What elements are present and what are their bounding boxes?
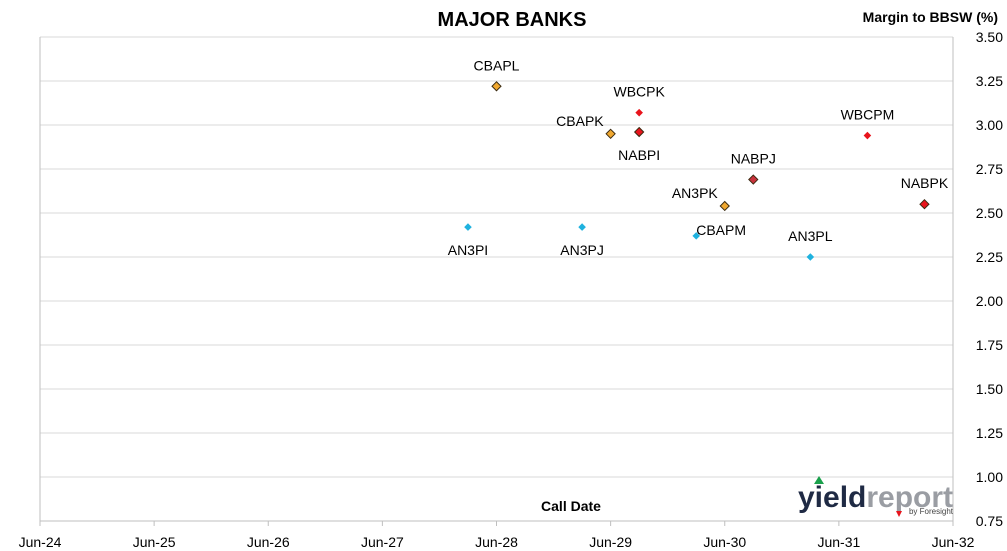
data-point-an3pj — [578, 223, 586, 231]
y-tick-label: 2.50 — [976, 205, 1003, 221]
y-tick-label: 2.00 — [976, 293, 1003, 309]
gridlines — [39, 36, 954, 522]
data-point-cbapl — [491, 81, 502, 92]
y-tick-label: 1.75 — [976, 337, 1003, 353]
x-tick-labels: Jun-24 Jun-25 Jun-26 Jun-27 Jun-28 Jun-29 Jun-… — [19, 521, 975, 550]
data-points — [464, 81, 930, 261]
x-tick-label: Jun-26 — [247, 534, 290, 550]
data-point-nabpk — [919, 198, 930, 210]
svg-text:yieldreport: yieldreport — [798, 481, 953, 514]
data-label-nabpk: NABPK — [901, 175, 949, 191]
data-label-wbcpk: WBCPK — [613, 84, 665, 100]
data-label-nabpj: NABPJ — [731, 151, 776, 167]
y-tick-labels: 3.50 3.25 3.00 2.75 2.50 2.25 2.00 1.75 1.50 1.25… — [976, 29, 1003, 529]
data-label-an3pj: AN3PJ — [560, 242, 604, 258]
data-point-nabpj — [748, 174, 759, 185]
data-label-cbapl: CBAPL — [474, 57, 520, 73]
x-tick-label: Jun-25 — [133, 534, 176, 550]
y-tick-label: 1.00 — [976, 469, 1003, 485]
data-point-an3pk — [719, 200, 730, 212]
y-tick-label: 1.50 — [976, 381, 1003, 397]
logo-text-light: report — [866, 481, 953, 514]
data-label-cbapm: CBAPM — [696, 222, 746, 238]
data-label-wbcpm: WBCPM — [841, 107, 895, 123]
y-tick-label: 2.75 — [976, 161, 1003, 177]
data-label-nabpi: NABPI — [618, 147, 660, 163]
y-tick-label: 0.75 — [976, 513, 1003, 529]
x-tick-label: Jun-28 — [475, 534, 518, 550]
data-labels: AN3PI AN3PJ CBAPL CBAPK WBCPK NABPI CBAPM AN3PK… — [448, 57, 949, 258]
y-tick-label: 3.00 — [976, 117, 1003, 133]
x-tick-label: Jun-24 — [19, 534, 62, 550]
x-tick-label: Jun-32 — [932, 534, 975, 550]
logo-subtitle: by Foresight — [909, 507, 954, 516]
y-tick-label: 3.25 — [976, 73, 1003, 89]
chart-title: MAJOR BANKS — [438, 9, 587, 31]
logo-down-arrow-icon — [896, 511, 902, 517]
x-tick-label: Jun-31 — [817, 534, 860, 550]
data-label-an3pk: AN3PK — [672, 185, 719, 201]
x-tick-label: Jun-27 — [361, 534, 404, 550]
yieldreport-logo: yieldreport by Foresight — [798, 476, 954, 517]
data-point-cbapm — [692, 232, 701, 240]
data-point-wbcpk — [635, 108, 643, 117]
y-axis-label: Margin to BBSW (%) — [863, 9, 998, 25]
x-axis-label: Call Date — [541, 498, 601, 514]
data-point-nabpi — [633, 126, 645, 138]
data-point-an3pi — [464, 223, 472, 231]
y-tick-label: 3.50 — [976, 29, 1003, 45]
data-point-wbcpm — [863, 131, 872, 140]
x-tick-label: Jun-29 — [589, 534, 632, 550]
logo-up-arrow-icon — [814, 476, 824, 484]
data-label-cbapk: CBAPK — [556, 113, 604, 129]
y-tick-label: 1.25 — [976, 425, 1003, 441]
data-point-an3pl — [806, 253, 815, 261]
x-tick-label: Jun-30 — [703, 534, 746, 550]
data-point-cbapk — [605, 128, 616, 140]
data-label-an3pl: AN3PL — [788, 228, 833, 244]
logo-text-dark: yield — [798, 481, 866, 514]
data-label-an3pi: AN3PI — [448, 242, 488, 258]
y-tick-label: 2.25 — [976, 249, 1003, 265]
